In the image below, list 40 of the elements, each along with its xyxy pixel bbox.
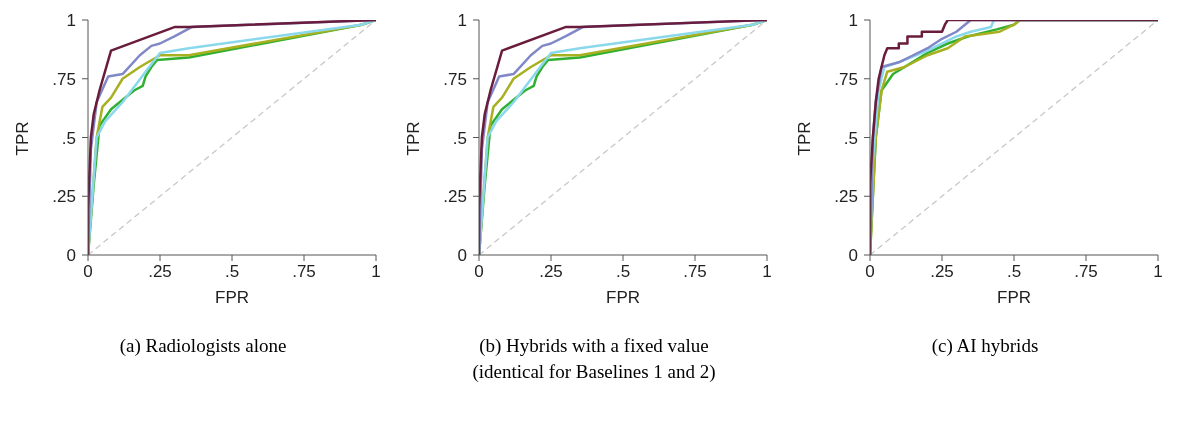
- x-tick-label: .75: [1074, 262, 1098, 281]
- x-tick-label: 1: [371, 262, 381, 281]
- y-tick-label: .75: [443, 69, 467, 89]
- x-tick-label: 0: [865, 262, 875, 281]
- y-tick-label: 1: [848, 11, 858, 30]
- x-tick-label: .25: [539, 262, 563, 281]
- y-tick-label: 0: [66, 246, 76, 265]
- y-tick-label: .75: [52, 69, 76, 89]
- x-tick-label: 0: [474, 262, 484, 281]
- x-tick-label: .5: [615, 262, 631, 281]
- y-axis-title: TPR: [13, 121, 33, 156]
- x-axis-title: FPR: [997, 288, 1031, 307]
- x-tick-label: .75: [292, 262, 316, 281]
- text: (c) AI hybrids: [931, 334, 1039, 358]
- y-tick-label: .5: [61, 128, 76, 148]
- x-axis-title: FPR: [606, 288, 640, 307]
- text: (a) Radiologists alone: [119, 334, 287, 358]
- y-tick-label: .5: [452, 128, 467, 148]
- text: (b) Hybrids with a fixed value: [478, 334, 710, 358]
- y-tick-label: 1: [457, 11, 467, 30]
- text: (identical for Baselines 1 and 2): [472, 360, 716, 384]
- y-tick-label: 1: [66, 11, 76, 30]
- y-axis-title: TPR: [404, 121, 424, 156]
- y-axis-title: TPR: [795, 121, 815, 156]
- x-tick-label: .5: [224, 262, 240, 281]
- y-tick-label: .25: [52, 187, 76, 207]
- x-axis-title: FPR: [215, 288, 249, 307]
- x-tick-label: 0: [83, 262, 93, 281]
- x-tick-label: .25: [930, 262, 954, 281]
- y-tick-label: .5: [843, 128, 858, 148]
- x-tick-label: .75: [683, 262, 707, 281]
- y-tick-label: 0: [848, 246, 858, 265]
- x-tick-label: 1: [762, 262, 772, 281]
- y-tick-label: .25: [834, 187, 858, 207]
- x-tick-label: 1: [1153, 262, 1163, 281]
- x-tick-label: .5: [1006, 262, 1022, 281]
- y-tick-label: .25: [443, 187, 467, 207]
- y-tick-label: .75: [834, 69, 858, 89]
- x-tick-label: .25: [148, 262, 172, 281]
- y-tick-label: 0: [457, 246, 467, 265]
